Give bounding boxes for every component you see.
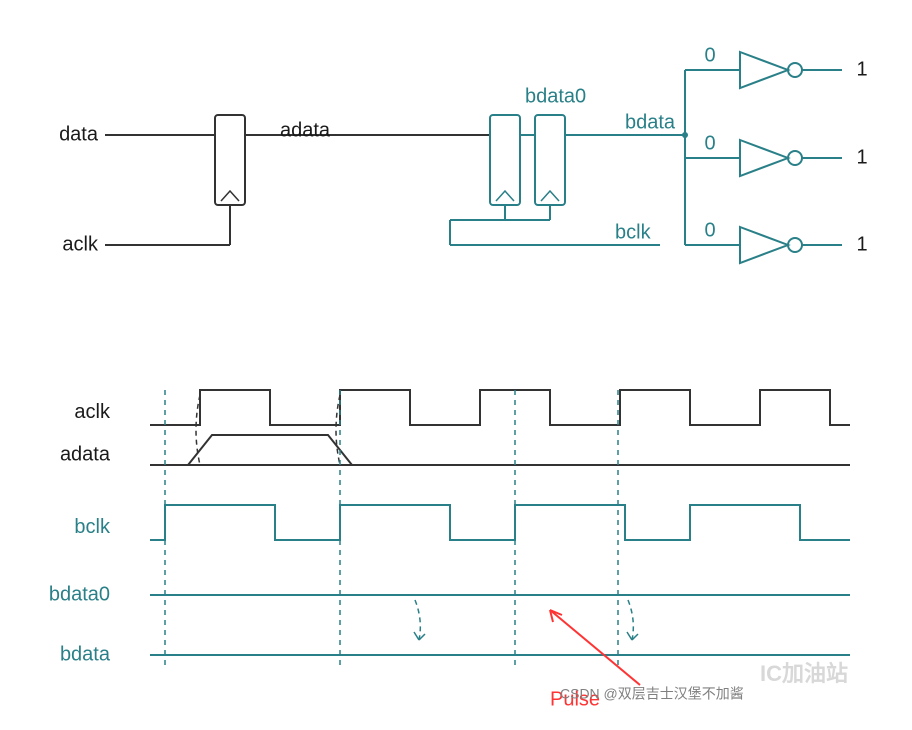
svg-text:0: 0	[704, 219, 715, 241]
svg-text:bdata0: bdata0	[525, 85, 586, 107]
diagram-container: dataaclkadatabdata0bclkbdata010101aclkad…	[20, 20, 890, 710]
svg-text:0: 0	[704, 132, 715, 154]
svg-text:IC加油站: IC加油站	[760, 661, 848, 686]
svg-text:aclk: aclk	[62, 233, 99, 255]
diagram-svg: dataaclkadatabdata0bclkbdata010101aclkad…	[20, 20, 890, 710]
svg-text:adata: adata	[280, 119, 331, 141]
svg-text:1: 1	[856, 233, 867, 255]
svg-text:CSDN @双层吉士汉堡不加酱: CSDN @双层吉士汉堡不加酱	[560, 686, 744, 702]
svg-text:bdata: bdata	[625, 111, 676, 133]
svg-text:bdata0: bdata0	[49, 583, 110, 605]
svg-text:1: 1	[856, 58, 867, 80]
svg-text:adata: adata	[60, 443, 111, 465]
svg-text:data: data	[59, 123, 99, 145]
svg-text:bclk: bclk	[615, 221, 652, 243]
svg-text:1: 1	[856, 146, 867, 168]
svg-text:bdata: bdata	[60, 643, 111, 665]
svg-text:aclk: aclk	[74, 401, 111, 423]
svg-text:0: 0	[704, 44, 715, 66]
svg-text:bclk: bclk	[74, 516, 111, 538]
